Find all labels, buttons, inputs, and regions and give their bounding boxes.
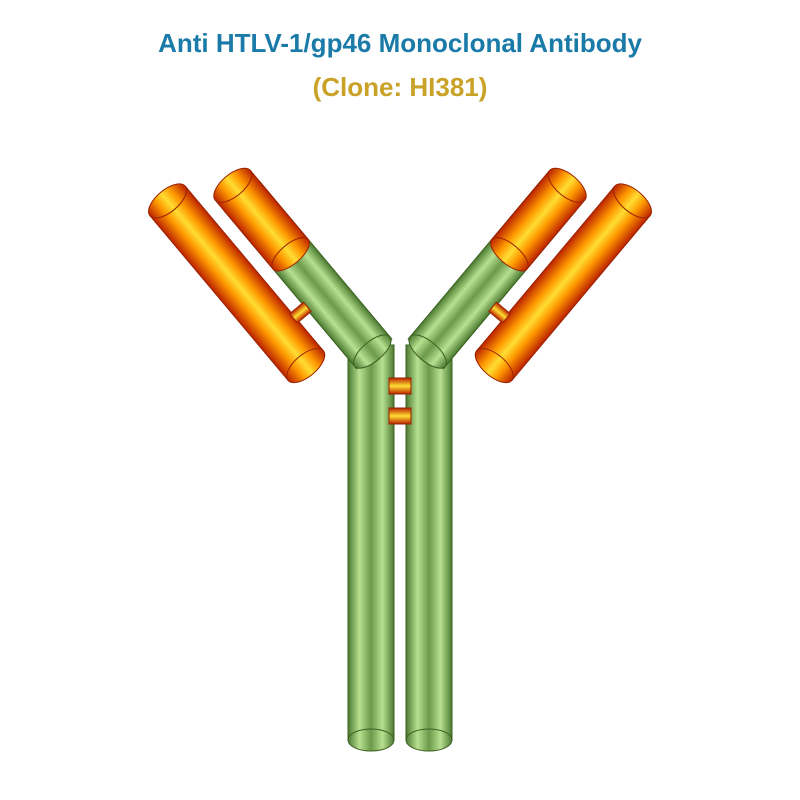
heavy-chain-fc-right bbox=[406, 345, 452, 751]
title-text: Anti HTLV-1/gp46 Monoclonal Antibody bbox=[0, 28, 800, 59]
antibody-diagram bbox=[0, 130, 800, 770]
heavy-chain-fc-left bbox=[348, 345, 394, 751]
subtitle-text: (Clone: HI381) bbox=[0, 72, 800, 103]
